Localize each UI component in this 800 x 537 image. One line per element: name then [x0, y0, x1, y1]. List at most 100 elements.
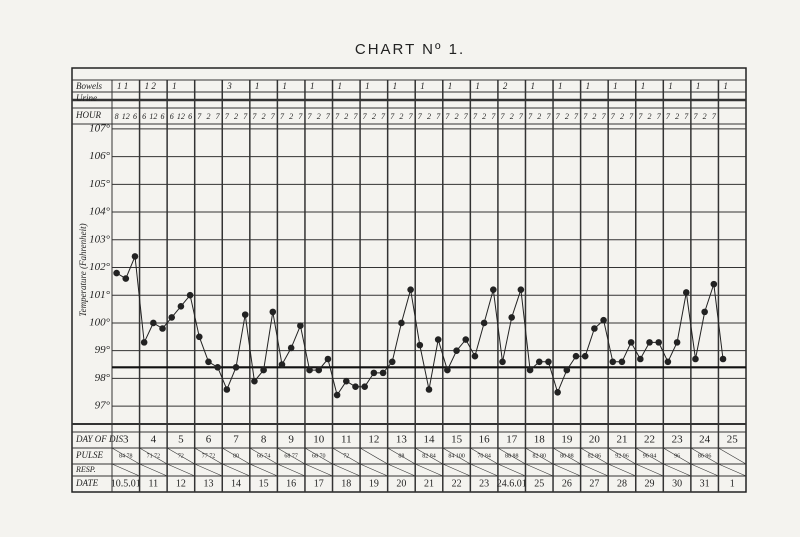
- day-label: 25: [727, 434, 739, 446]
- temperature-point: [260, 366, 267, 374]
- y-tick-label: 103°: [89, 233, 111, 245]
- temperature-point: [407, 286, 414, 293]
- temperature-point: [333, 391, 341, 399]
- pulse-label: 84 100: [448, 453, 465, 459]
- hour-label: 7: [528, 112, 533, 121]
- temperature-point: [490, 286, 497, 293]
- pulse-label: 96: [674, 453, 680, 459]
- y-tick-label: 99°: [95, 344, 111, 356]
- hour-label: 7: [353, 112, 358, 121]
- temperature-point: [618, 358, 626, 366]
- day-label: 3: [123, 434, 129, 446]
- resp-hatch: [277, 463, 306, 477]
- day-label: 9: [288, 434, 294, 446]
- bowels-label: 1: [723, 81, 728, 91]
- temperature-point: [150, 319, 157, 327]
- resp-hatch: [718, 463, 747, 477]
- bowels-label: 1: [393, 81, 398, 91]
- temperature-point: [306, 366, 313, 374]
- day-label: 24: [699, 434, 711, 446]
- hour-label: 2: [565, 112, 569, 121]
- temperature-point: [655, 339, 663, 346]
- hour-label: 2: [620, 112, 624, 121]
- hour-label: 7: [657, 112, 662, 121]
- hour-label: 7: [280, 112, 285, 121]
- pulse-label: 70 84: [477, 453, 491, 459]
- pulse-hatch: [277, 447, 306, 465]
- temperature-point: [251, 377, 258, 385]
- bowels-label: 1: [338, 81, 343, 91]
- bowels-label: 1: [586, 81, 591, 91]
- temperature-point: [159, 325, 166, 332]
- day-label: 22: [644, 434, 655, 446]
- temperature-point: [682, 289, 690, 296]
- resp-hatch: [497, 463, 526, 477]
- temperature-point: [278, 361, 286, 368]
- pulse-label: 82 86: [588, 453, 602, 459]
- day-label: 7: [233, 434, 239, 446]
- date-label: 25: [534, 478, 544, 489]
- temperature-point: [425, 386, 433, 393]
- date-label: 18: [341, 478, 351, 489]
- pulse-hatch: [608, 447, 636, 465]
- temperature-point: [526, 366, 534, 374]
- hour-label: 2: [344, 112, 348, 121]
- resp-hatch: [111, 463, 140, 477]
- resp-hatch: [387, 463, 416, 477]
- date-label: 11: [149, 478, 159, 489]
- pulse-hatch: [552, 447, 581, 465]
- resp-hatch: [304, 463, 333, 477]
- temperature-point: [416, 341, 424, 349]
- day-label: 16: [479, 434, 491, 446]
- pulse-hatch: [111, 447, 140, 465]
- temperature-point: [453, 347, 460, 354]
- temperature-point: [719, 355, 727, 363]
- pulse-label: 77 72: [202, 453, 216, 459]
- pulse-label: 86 96: [698, 453, 712, 459]
- temperature-point: [710, 280, 718, 288]
- pulse-label: 72: [343, 453, 349, 459]
- pulse-label: 80 88: [560, 453, 574, 459]
- hour-label: 7: [501, 112, 506, 121]
- bowels-label: 2: [503, 81, 508, 91]
- hour-label: 2: [427, 112, 431, 121]
- day-label: 4: [151, 434, 157, 446]
- row-label: RESP.: [75, 465, 96, 474]
- row-label: Urine: [76, 93, 97, 103]
- temperature-point: [517, 286, 525, 293]
- bowels-label: 1: [668, 81, 673, 91]
- resp-hatch: [442, 463, 471, 477]
- date-label: 19: [369, 478, 379, 489]
- temperature-point: [591, 325, 598, 332]
- temperature-point: [462, 336, 470, 343]
- date-label: 14: [231, 478, 241, 489]
- pulse-label: 96 94: [643, 453, 657, 459]
- resp-hatch: [663, 463, 691, 477]
- hour-label: 2: [648, 112, 652, 121]
- hour-label: 7: [583, 112, 588, 121]
- temperature-point: [324, 355, 332, 363]
- date-label: 24.6.01: [497, 478, 527, 489]
- resp-hatch: [139, 463, 168, 477]
- resp-hatch: [470, 463, 499, 477]
- pulse-hatch: [387, 447, 416, 465]
- date-label: 17: [314, 478, 324, 489]
- date-label: 10.5.01: [111, 478, 141, 489]
- frame: [71, 67, 747, 493]
- y-tick-label: 100°: [89, 316, 111, 328]
- day-label: 5: [178, 434, 184, 446]
- pulse-label: 82 80: [533, 453, 547, 459]
- temperature-point: [168, 314, 176, 321]
- hour-label: 7: [519, 112, 524, 121]
- chart-title: CHART Nº 1.: [355, 41, 465, 58]
- hour-label: 7: [298, 112, 303, 121]
- resp-hatch: [332, 463, 361, 477]
- pulse-label: 84 78: [119, 453, 133, 459]
- temperature-point: [287, 344, 295, 352]
- temperature-point: [343, 377, 350, 385]
- pulse-hatch: [249, 447, 278, 465]
- date-label: 22: [452, 478, 462, 489]
- temperature-point: [664, 358, 672, 366]
- day-label: 17: [506, 434, 518, 446]
- hour-label: 7: [473, 112, 478, 121]
